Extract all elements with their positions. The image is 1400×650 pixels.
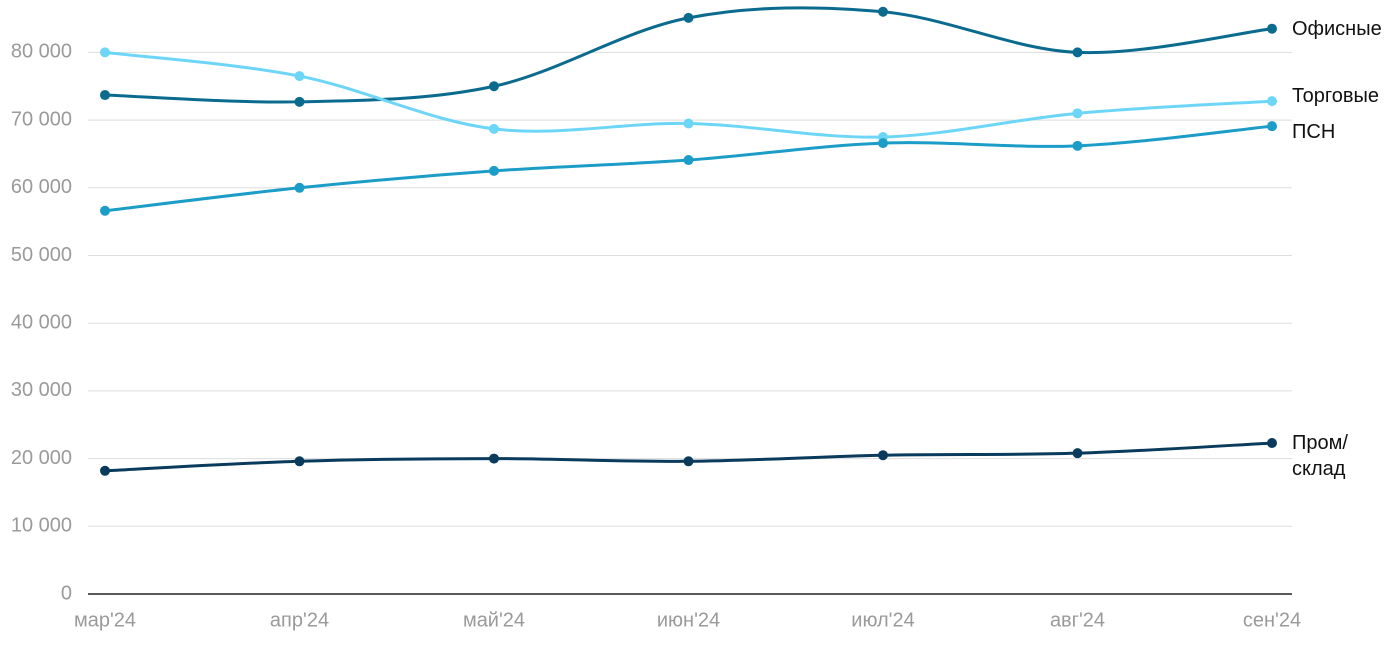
data-point — [100, 90, 110, 101]
legend-label: Офисные — [1292, 17, 1382, 40]
data-point — [1267, 438, 1277, 449]
x-tick-label: май'24 — [463, 609, 525, 631]
data-point — [878, 138, 888, 149]
data-point — [878, 6, 888, 17]
legend-label: Торговые — [1292, 84, 1380, 107]
data-point — [100, 47, 110, 58]
data-point — [489, 123, 499, 134]
data-point — [1072, 140, 1083, 151]
y-tick-label: 80 000 — [11, 41, 72, 63]
data-point — [1072, 108, 1083, 119]
y-tick-label: 10 000 — [11, 515, 72, 537]
data-point — [683, 456, 694, 467]
data-point — [489, 81, 499, 92]
data-point — [683, 155, 694, 166]
data-point — [294, 96, 305, 107]
x-tick-label: апр'24 — [270, 609, 329, 631]
data-point — [1267, 96, 1277, 107]
x-tick-label: сен'24 — [1243, 609, 1301, 631]
y-tick-label: 30 000 — [11, 379, 72, 401]
data-point — [294, 456, 305, 467]
data-point — [489, 453, 499, 464]
data-point — [1072, 448, 1083, 459]
legend-label: Пром/ склад — [1292, 432, 1348, 481]
data-point — [683, 118, 694, 129]
legend-label: ПСН — [1292, 120, 1336, 143]
x-tick-label: авг'24 — [1050, 609, 1105, 631]
data-point — [294, 182, 305, 193]
data-point — [100, 465, 110, 476]
data-point — [683, 12, 694, 23]
data-point — [878, 450, 888, 461]
y-tick-label: 20 000 — [11, 447, 72, 469]
series-line — [104, 124, 1273, 213]
y-tick-label: 70 000 — [11, 108, 72, 130]
data-point — [294, 71, 305, 82]
data-point — [489, 165, 499, 176]
x-tick-label: июн'24 — [657, 609, 720, 631]
data-point — [1072, 47, 1083, 58]
y-tick-label: 50 000 — [11, 244, 72, 266]
y-tick-label: 0 — [61, 582, 72, 604]
x-tick-label: июл'24 — [851, 609, 914, 631]
y-tick-label: 40 000 — [11, 311, 72, 333]
data-point — [100, 205, 110, 216]
y-tick-label: 60 000 — [11, 176, 72, 198]
data-point — [1267, 23, 1277, 34]
x-tick-label: мар'24 — [74, 609, 136, 631]
data-point — [1267, 121, 1277, 132]
